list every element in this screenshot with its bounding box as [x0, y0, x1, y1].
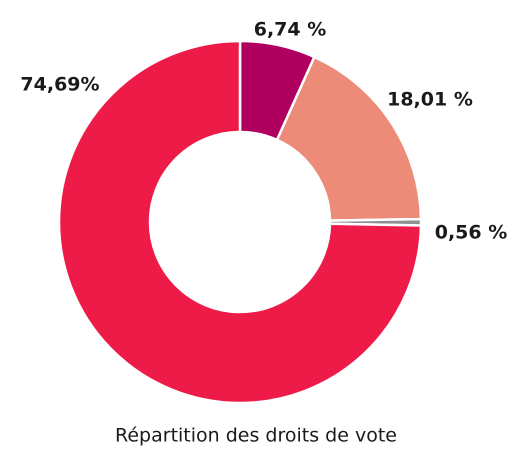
value-label: 18,01 % [387, 89, 473, 111]
slice [275, 55, 423, 222]
value-label: 0,56 % [435, 222, 508, 244]
value-label: 6,74 % [254, 19, 327, 41]
value-label: 74,69% [20, 74, 99, 96]
chart-title: Répartition des droits de vote [115, 425, 397, 447]
slice [57, 39, 423, 405]
